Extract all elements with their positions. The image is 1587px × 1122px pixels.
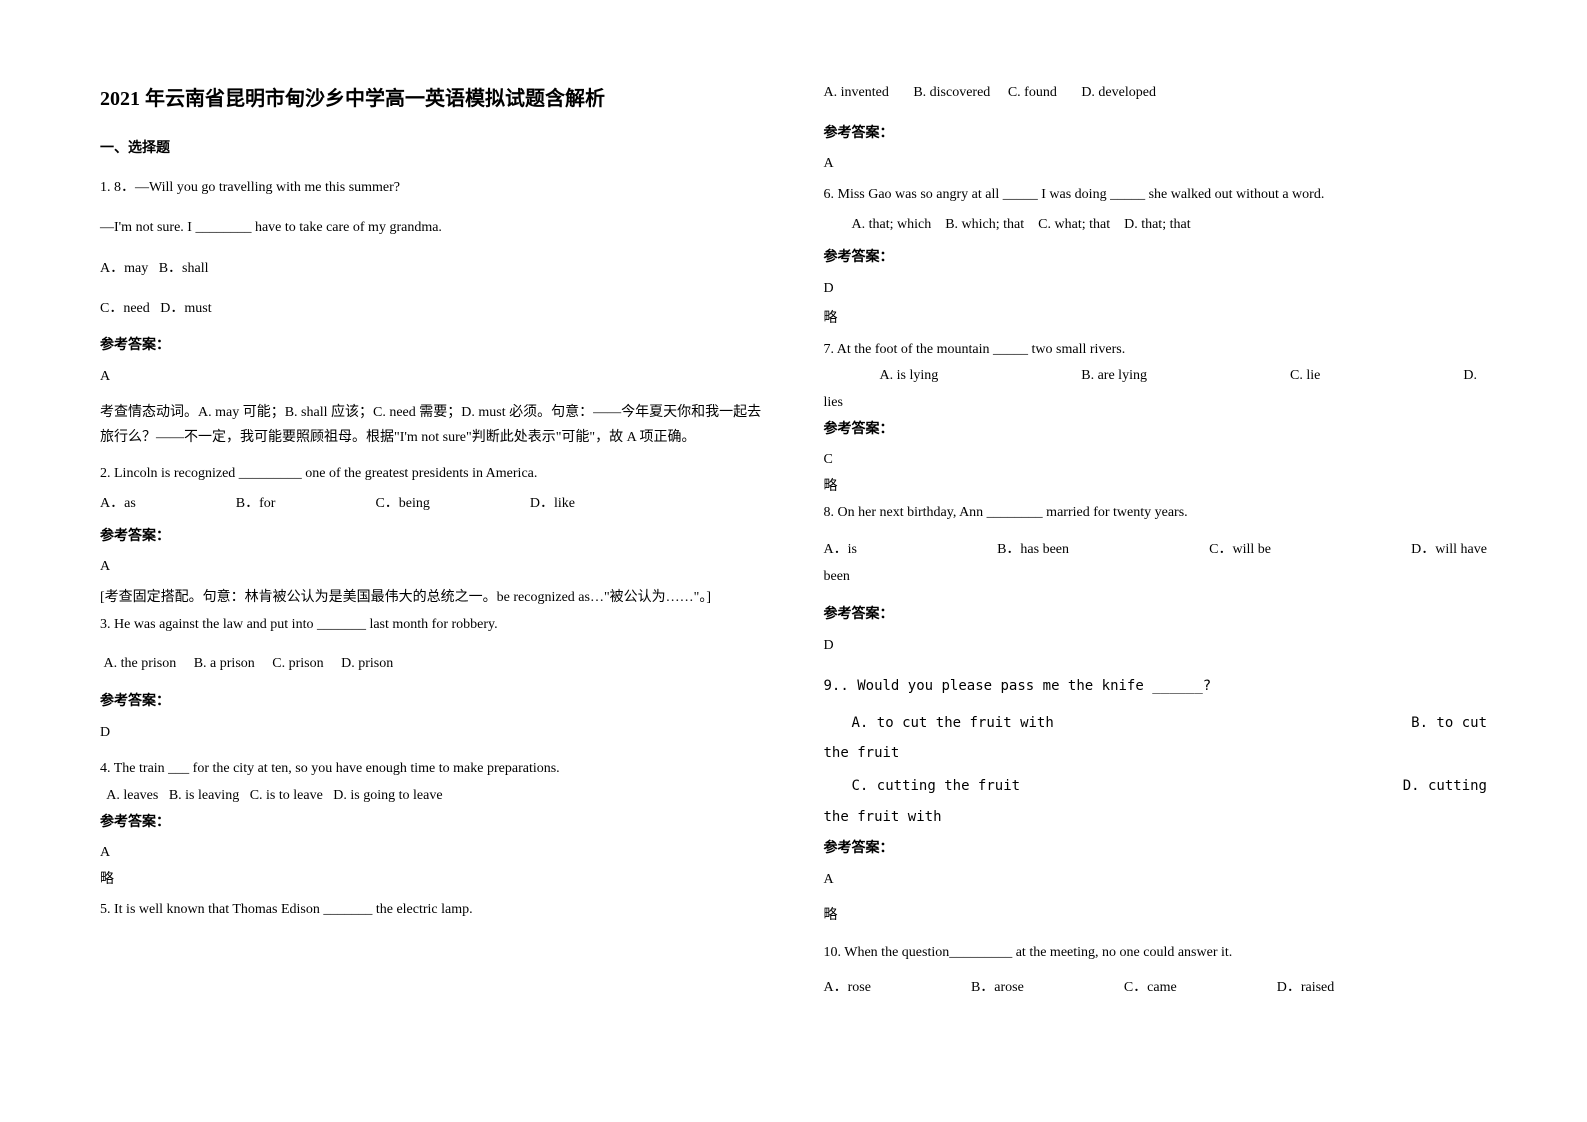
q1-opt-a: A．may bbox=[100, 261, 148, 276]
q6-answer-header: 参考答案： bbox=[824, 245, 1488, 272]
q2-opt-d: D．like bbox=[530, 491, 575, 518]
q5-opt-b: B. discovered bbox=[913, 85, 990, 100]
q7-answer: C bbox=[824, 447, 1488, 474]
q1-opt-c: C．need bbox=[100, 301, 150, 316]
q8-text: 8. On her next birthday, Ann ________ ma… bbox=[824, 500, 1488, 527]
q4-answer-header: 参考答案： bbox=[100, 810, 764, 837]
q3-text: 3. He was against the law and put into _… bbox=[100, 612, 764, 639]
q9-opt-b-cont: the fruit bbox=[824, 740, 1488, 767]
q6-text: 6. Miss Gao was so angry at all _____ I … bbox=[824, 182, 1488, 209]
q6-answer: D bbox=[824, 276, 1488, 303]
section-header: 一、选择题 bbox=[100, 136, 764, 163]
q9-omit: 略 bbox=[824, 903, 1488, 930]
q1-options-cd: C．need D．must bbox=[100, 296, 764, 323]
q2-explanation: [考查固定搭配。句意：林肯被公认为是美国最伟大的总统之一。be recogniz… bbox=[100, 585, 764, 610]
q6-opt-c: C. what; that bbox=[1038, 217, 1110, 232]
q9-answer-header: 参考答案： bbox=[824, 836, 1488, 863]
q8-opt-a: A．is bbox=[824, 537, 857, 564]
q5-opt-c: C. found bbox=[1008, 85, 1057, 100]
q1-opt-d: D．must bbox=[160, 301, 211, 316]
q9-opt-d-cont: the fruit with bbox=[824, 804, 1488, 831]
q6-options: A. that; which B. which; that C. what; t… bbox=[824, 212, 1488, 239]
q3-opt-c: C. prison bbox=[272, 656, 323, 671]
q9-opt-d-prefix: D. cutting bbox=[1403, 773, 1487, 800]
q9-opt-a: A. to cut the fruit with bbox=[824, 710, 1054, 737]
q5-text: 5. It is well known that Thomas Edison _… bbox=[100, 897, 764, 924]
q3-options: A. the prison B. a prison C. prison D. p… bbox=[100, 651, 764, 678]
q3-opt-d: D. prison bbox=[341, 656, 393, 671]
q7-answer-header: 参考答案： bbox=[824, 417, 1488, 444]
q8-options: A．is B．has been C．will be D．will have bbox=[824, 537, 1488, 564]
right-column: A. invented B. discovered C. found D. de… bbox=[824, 80, 1488, 1042]
q9-text: 9.. Would you please pass me the knife _… bbox=[824, 673, 1488, 700]
q8-opt-d-cont: been bbox=[824, 564, 1488, 591]
q1-options-ab: A．may B．shall bbox=[100, 256, 764, 283]
q10-opt-b: B．arose bbox=[971, 975, 1024, 1002]
q3-answer: D bbox=[100, 720, 764, 747]
q2-opt-b: B．for bbox=[236, 491, 276, 518]
q7-opt-d: lies bbox=[824, 390, 1488, 417]
q9-answer: A bbox=[824, 867, 1488, 894]
q1-opt-b: B．shall bbox=[159, 261, 209, 276]
q8-opt-d-prefix: D．will have bbox=[1411, 537, 1487, 564]
q3-opt-b: B. a prison bbox=[194, 656, 255, 671]
q10-text: 10. When the question_________ at the me… bbox=[824, 940, 1488, 967]
q6-omit: 略 bbox=[824, 306, 1488, 333]
q2-answer: A bbox=[100, 554, 764, 581]
q8-opt-b: B．has been bbox=[997, 537, 1069, 564]
q7-opt-c: C. lie bbox=[1290, 363, 1320, 390]
q2-opt-c: C．being bbox=[375, 491, 429, 518]
q5-opt-a: A. invented bbox=[824, 85, 889, 100]
q7-opt-a: A. is lying bbox=[824, 363, 939, 390]
q1-answer-header: 参考答案： bbox=[100, 333, 764, 360]
q7-options: A. is lying B. are lying C. lie D. bbox=[824, 363, 1488, 390]
q10-opt-c: C．came bbox=[1124, 975, 1177, 1002]
q5-answer-header: 参考答案： bbox=[824, 121, 1488, 148]
q7-opt-b: B. are lying bbox=[1081, 363, 1147, 390]
q7-text: 7. At the foot of the mountain _____ two… bbox=[824, 337, 1488, 364]
q2-text: 2. Lincoln is recognized _________ one o… bbox=[100, 461, 764, 488]
q2-opt-a: A．as bbox=[100, 491, 136, 518]
q1-line1: 1. 8．—Will you go travelling with me thi… bbox=[100, 175, 764, 202]
q9-options-cd: C. cutting the fruit D. cutting bbox=[824, 773, 1488, 800]
q1-explanation: 考查情态动词。A. may 可能；B. shall 应该；C. need 需要；… bbox=[100, 400, 764, 450]
q6-opt-a: A. that; which bbox=[852, 217, 932, 232]
document-title: 2021 年云南省昆明市甸沙乡中学高一英语模拟试题含解析 bbox=[100, 80, 764, 118]
q4-options: A. leaves B. is leaving C. is to leave D… bbox=[100, 783, 764, 810]
q4-omit: 略 bbox=[100, 867, 764, 894]
q10-opt-d: D．raised bbox=[1277, 975, 1335, 1002]
q1-answer: A bbox=[100, 364, 764, 391]
q6-opt-d: D. that; that bbox=[1124, 217, 1191, 232]
q8-answer: D bbox=[824, 633, 1488, 660]
q7-omit: 略 bbox=[824, 474, 1488, 501]
q5-opt-d: D. developed bbox=[1081, 85, 1156, 100]
q3-answer-header: 参考答案： bbox=[100, 689, 764, 716]
q8-answer-header: 参考答案： bbox=[824, 602, 1488, 629]
q6-opt-b: B. which; that bbox=[945, 217, 1024, 232]
q1-line2: —I'm not sure. I ________ have to take c… bbox=[100, 215, 764, 242]
q2-answer-header: 参考答案： bbox=[100, 524, 764, 551]
q9-opt-c: C. cutting the fruit bbox=[824, 773, 1021, 800]
q9-options-ab: A. to cut the fruit with B. to cut bbox=[824, 710, 1488, 737]
q8-opt-c: C．will be bbox=[1209, 537, 1271, 564]
q10-opt-a: A．rose bbox=[824, 975, 871, 1002]
q4-text: 4. The train ___ for the city at ten, so… bbox=[100, 756, 764, 783]
q2-options: A．as B．for C．being D．like bbox=[100, 491, 764, 518]
q9-opt-b-prefix: B. to cut bbox=[1411, 710, 1487, 737]
q5-answer: A bbox=[824, 151, 1488, 178]
left-column: 2021 年云南省昆明市甸沙乡中学高一英语模拟试题含解析 一、选择题 1. 8．… bbox=[100, 80, 764, 1042]
q7-opt-d-prefix: D. bbox=[1463, 363, 1487, 390]
q4-answer: A bbox=[100, 840, 764, 867]
q10-options: A．rose B．arose C．came D．raised bbox=[824, 975, 1488, 1002]
q5-options: A. invented B. discovered C. found D. de… bbox=[824, 80, 1488, 107]
q3-opt-a: A. the prison bbox=[104, 656, 177, 671]
